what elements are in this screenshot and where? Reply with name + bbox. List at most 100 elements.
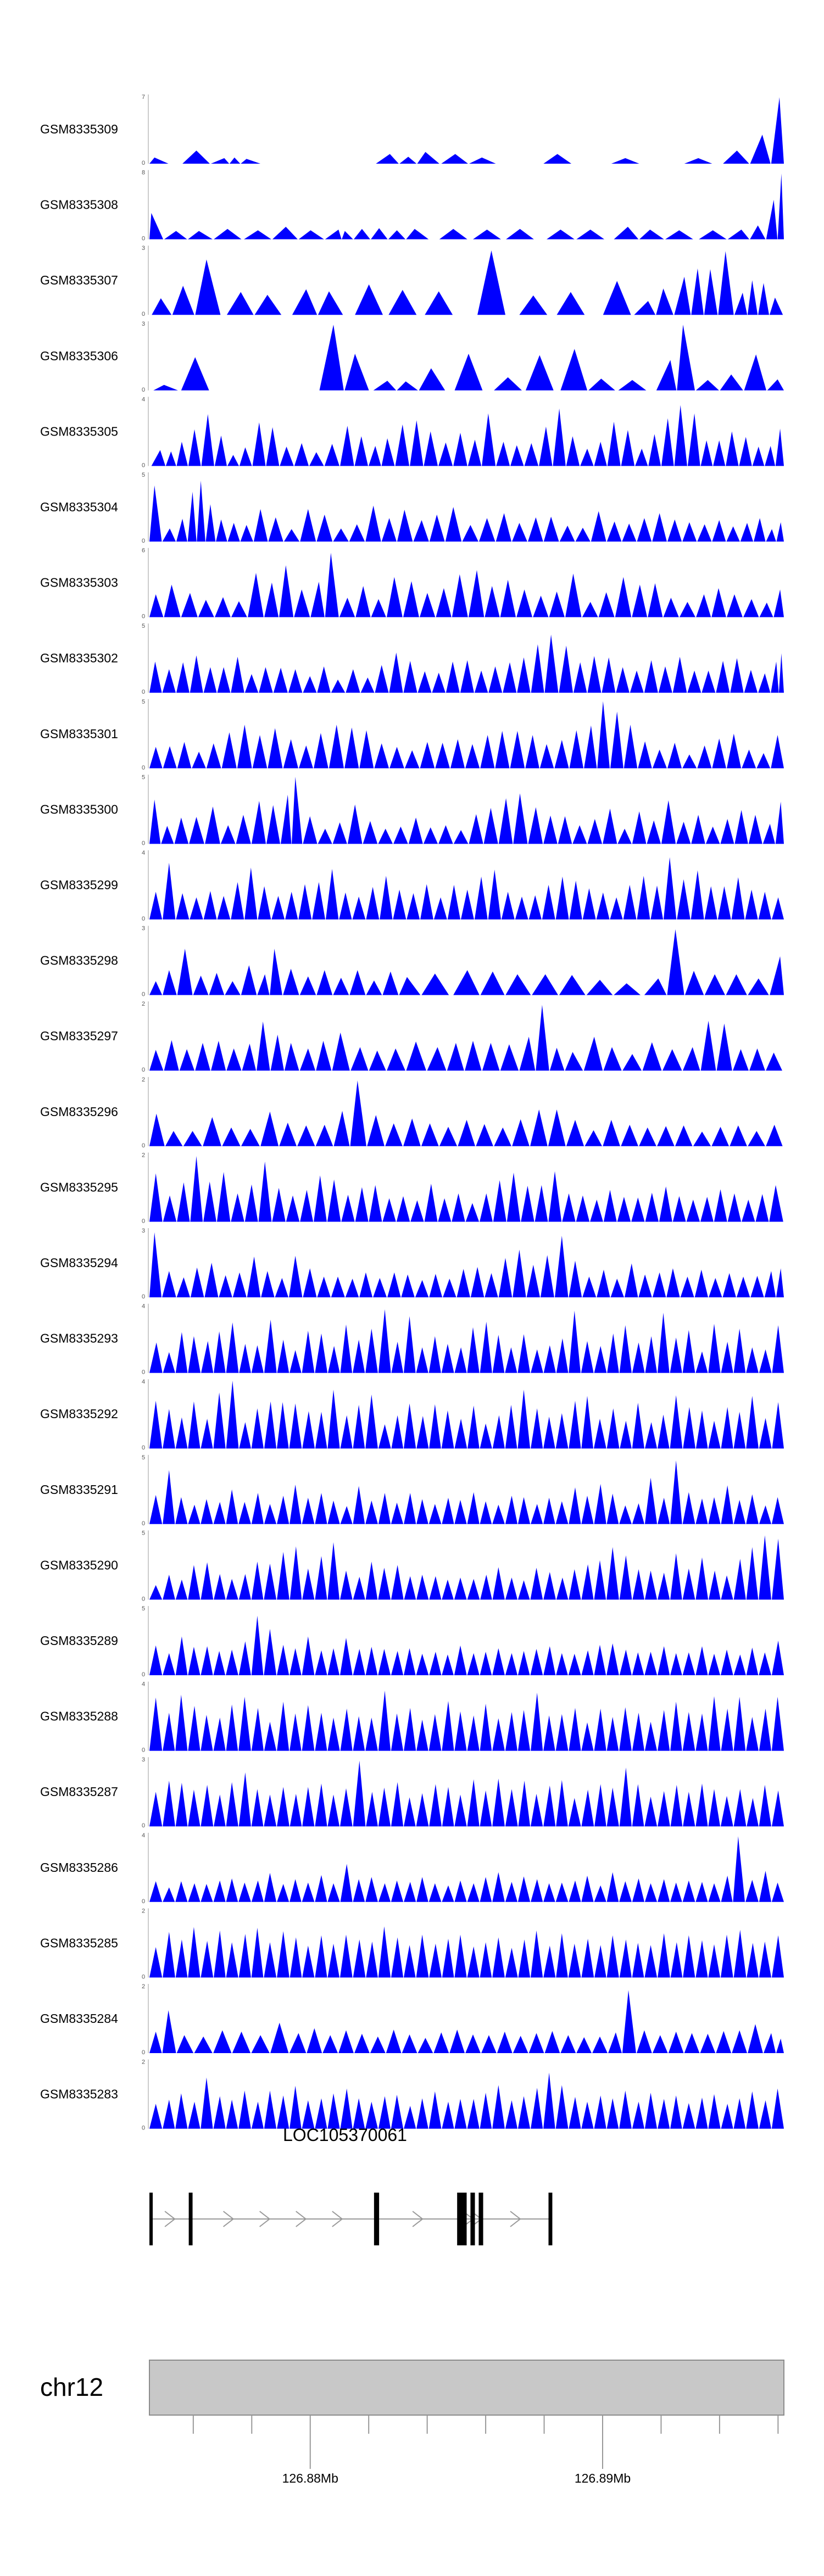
y-axis-min-label: 0 [142, 1067, 145, 1073]
y-axis-min-label: 0 [142, 236, 145, 242]
track-GSM8335285: GSM8335285 2 0 [40, 1908, 784, 1980]
y-axis-min-label: 0 [142, 1445, 145, 1451]
y-axis-max-label: 2 [142, 2059, 145, 2066]
track-GSM8335291: GSM8335291 5 0 [40, 1454, 784, 1527]
y-axis-max-label: 4 [142, 1303, 145, 1310]
track-label: GSM8335307 [40, 273, 118, 287]
track-label: GSM8335298 [40, 954, 118, 968]
exon [478, 2193, 483, 2245]
y-axis-min-label: 0 [142, 614, 145, 620]
strand-chevron [164, 2211, 176, 2227]
y-axis-max-label: 2 [142, 1908, 145, 1914]
track-GSM8335287: GSM8335287 3 0 [40, 1757, 784, 1829]
y-axis-min-label: 0 [142, 2049, 145, 2056]
track-label: GSM8335299 [40, 878, 118, 892]
coverage-area [149, 1156, 784, 1222]
track-GSM8335284: GSM8335284 2 0 [40, 1983, 784, 2056]
track-label: GSM8335289 [40, 1633, 118, 1648]
track-GSM8335289: GSM8335289 5 0 [40, 1605, 784, 1678]
exon [149, 2193, 153, 2245]
track-GSM8335283: GSM8335283 2 0 [40, 2059, 784, 2132]
y-axis-min-label: 0 [142, 462, 145, 469]
coverage-tracks: GSM833530970GSM833530880GSM833530730GSM8… [40, 94, 784, 2132]
strand-chevron [222, 2211, 235, 2227]
axis-tick-label: 126.89Mb [575, 2471, 631, 2485]
coverage-area [149, 1460, 784, 1524]
y-axis-max-label: 4 [142, 396, 145, 403]
track-GSM8335296: GSM8335296 2 0 [40, 1077, 784, 1149]
track-label: GSM8335300 [40, 802, 118, 816]
track-label: GSM8335309 [40, 122, 118, 136]
track-GSM8335295: GSM8335295 2 0 [40, 1152, 784, 1224]
exon [374, 2193, 380, 2245]
strand-chevron [296, 2211, 307, 2227]
y-axis-min-label: 0 [142, 1747, 145, 1754]
track-label: GSM8335286 [40, 1860, 118, 1875]
coverage-area [149, 1535, 784, 1600]
track-GSM8335309: GSM8335309 7 0 [40, 94, 784, 166]
track-label: GSM8335293 [40, 1331, 118, 1346]
track-label: GSM8335285 [40, 1936, 118, 1950]
track-label: GSM8335302 [40, 651, 118, 665]
coverage-area [149, 1080, 784, 1146]
ideogram-track: chr12 126.88Mb 126.89Mb [40, 2360, 784, 2485]
strand-chevron [332, 2211, 343, 2227]
y-axis-min-label: 0 [142, 1671, 145, 1678]
track-label: GSM8335287 [40, 1785, 118, 1799]
track-label: GSM8335305 [40, 424, 118, 438]
coverage-area [149, 1990, 784, 2053]
y-axis-max-label: 3 [142, 1228, 145, 1234]
axis-tick-label: 126.88Mb [282, 2471, 338, 2485]
y-axis-min-label: 0 [142, 916, 145, 922]
y-axis-max-label: 7 [142, 94, 145, 101]
y-axis-min-label: 0 [142, 991, 145, 998]
track-GSM8335298: GSM8335298 3 0 [40, 925, 784, 998]
y-axis-max-label: 4 [142, 1379, 145, 1385]
coverage-area [149, 2072, 784, 2129]
track-label: GSM8335291 [40, 1482, 118, 1497]
coverage-area [149, 777, 784, 844]
coverage-area [149, 405, 784, 466]
track-label: GSM8335288 [40, 1709, 118, 1724]
y-axis-max-label: 8 [142, 170, 145, 176]
y-axis-max-label: 3 [142, 925, 145, 932]
y-axis-min-label: 0 [142, 689, 145, 695]
track-label: GSM8335295 [40, 1180, 118, 1194]
y-axis-min-label: 0 [142, 1898, 145, 1905]
gene-model [149, 2193, 553, 2245]
y-axis-min-label: 0 [142, 1142, 145, 1149]
coverage-area [149, 929, 784, 995]
y-axis-min-label: 0 [142, 538, 145, 544]
track-GSM8335299: GSM8335299 4 0 [40, 850, 784, 922]
strand-chevron [259, 2211, 271, 2227]
exon [457, 2193, 467, 2245]
y-axis-min-label: 0 [142, 1293, 145, 1300]
exon [470, 2193, 475, 2245]
track-label: GSM8335301 [40, 727, 118, 741]
coverage-area [149, 97, 784, 164]
track-label: GSM8335304 [40, 500, 118, 514]
chromosome-label: chr12 [40, 2373, 103, 2401]
y-axis-max-label: 3 [142, 321, 145, 327]
strand-chevron [510, 2211, 521, 2227]
y-axis-max-label: 2 [142, 1152, 145, 1158]
track-label: GSM8335306 [40, 349, 118, 363]
y-axis-max-label: 4 [142, 1832, 145, 1839]
coverage-area [149, 1760, 784, 1827]
gene-label: LOC105370061 [283, 2125, 407, 2145]
y-axis-max-label: 5 [142, 699, 145, 705]
y-axis-max-label: 2 [142, 1983, 145, 1990]
y-axis-min-label: 0 [142, 1218, 145, 1224]
y-axis-max-label: 5 [142, 623, 145, 629]
track-GSM8335301: GSM8335301 5 0 [40, 699, 784, 771]
y-axis-max-label: 3 [142, 245, 145, 252]
coverage-area [149, 1926, 784, 1978]
coverage-area [149, 857, 784, 919]
track-label: GSM8335294 [40, 1256, 118, 1270]
ideogram-body [149, 2360, 784, 2469]
coverage-area [149, 1309, 784, 1373]
track-label: GSM8335308 [40, 198, 118, 212]
coverage-area [149, 1615, 784, 1675]
gene-track: LOC105370061 [149, 2125, 553, 2245]
